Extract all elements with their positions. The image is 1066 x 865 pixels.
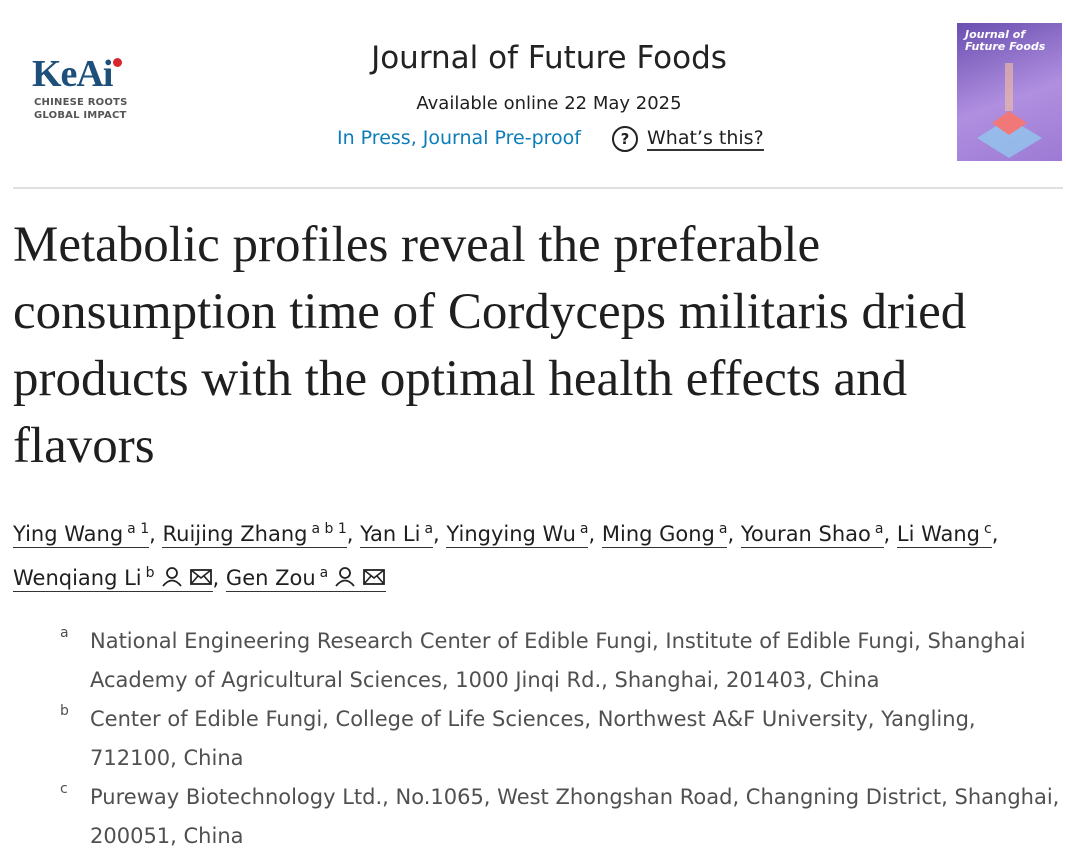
journal-name[interactable]: Journal of Future Foods [371, 40, 727, 76]
author-name: Youran Shao [740, 522, 871, 546]
journal-cover[interactable]: Journal of Future Foods [957, 23, 1062, 161]
author-name: Ying Wang [13, 522, 124, 546]
author-name: Yingying Wu [446, 522, 576, 546]
person-icon [335, 567, 355, 587]
person-icon [161, 567, 182, 587]
author[interactable]: Ying Wang a 1 [13, 521, 150, 548]
author-name: Li Wang [896, 522, 981, 546]
author-name: Ruijing Zhang [162, 522, 308, 546]
author[interactable]: Yingying Wu a [446, 521, 589, 548]
author[interactable]: Ming Gong a [601, 521, 728, 548]
affiliation: c Pureway Biotechnology Ltd., No.1065, We… [60, 778, 1060, 856]
author-affiliation-ref: b [145, 565, 155, 581]
affiliation: a National Engineering Research Center of… [60, 622, 1060, 700]
author[interactable]: Ruijing Zhang a b 1 [162, 521, 347, 548]
help-link[interactable]: What’s this? [647, 127, 764, 151]
help-icon[interactable]: ? [612, 126, 638, 152]
mail-icon [363, 569, 386, 585]
author-affiliation-ref: a [579, 521, 589, 537]
cover-title: Future Foods [965, 40, 1046, 53]
logo-dot [113, 58, 122, 67]
author-affiliation-ref: c [984, 521, 992, 537]
mail-icon [189, 569, 212, 585]
affiliation-label: a [60, 625, 69, 641]
author[interactable]: Gen Zou a [225, 565, 387, 592]
author-name: Gen Zou [225, 566, 316, 590]
author-separator: , [991, 522, 999, 546]
author[interactable]: Li Wang c [896, 521, 992, 548]
affiliation-list: a National Engineering Research Center of… [60, 622, 1060, 856]
affiliation-text: Center of Edible Fungi, College of Life … [90, 707, 976, 770]
author-name: Wenqiang Li [13, 566, 142, 590]
author-affiliation-ref: a [874, 521, 884, 537]
author-separator: , [212, 566, 220, 590]
author[interactable]: Youran Shao a [740, 521, 884, 548]
affiliation-label: b [60, 703, 69, 719]
author-name: Yan Li [360, 522, 421, 546]
status-link[interactable]: In Press, Journal Pre-proof [337, 127, 581, 149]
author-separator: , [727, 522, 735, 546]
author-separator: , [346, 522, 354, 546]
author[interactable]: Yan Li a [360, 521, 434, 548]
author-name: Ming Gong [601, 522, 715, 546]
author-list: Ying Wang a 1, Ruijing Zhang a b 1, Yan Li… [13, 510, 1063, 598]
author-separator: , [883, 522, 891, 546]
author-separator: , [433, 522, 440, 546]
cover-art [977, 63, 1042, 158]
author-affiliation-ref: a [424, 521, 434, 537]
author[interactable]: Wenqiang Li b [13, 565, 213, 592]
author-affiliation-ref: a b 1 [311, 521, 347, 537]
author-separator: , [588, 522, 596, 546]
affiliation-text: Pureway Biotechnology Ltd., No.1065, Wes… [90, 785, 1060, 848]
affiliation-text: National Engineering Research Center of … [90, 629, 1026, 692]
article-title: Metabolic profiles reveal the preferable… [13, 217, 967, 474]
author-affiliation-ref: a [319, 565, 329, 581]
author-affiliation-ref: a [718, 521, 728, 537]
publisher-logo[interactable]: KeAi [32, 53, 113, 95]
logo-tagline: CHINESE ROOTS [34, 97, 128, 108]
affiliation-label: c [60, 781, 68, 797]
author-separator: , [149, 522, 156, 546]
available-date: Available online 22 May 2025 [416, 93, 682, 114]
cover-title: Journal of [965, 28, 1026, 41]
author-affiliation-ref: a 1 [127, 521, 150, 537]
logo-tagline: GLOBAL IMPACT [34, 110, 127, 121]
affiliation: b Center of Edible Fungi, College of Life… [60, 700, 1060, 778]
divider [13, 187, 1063, 189]
